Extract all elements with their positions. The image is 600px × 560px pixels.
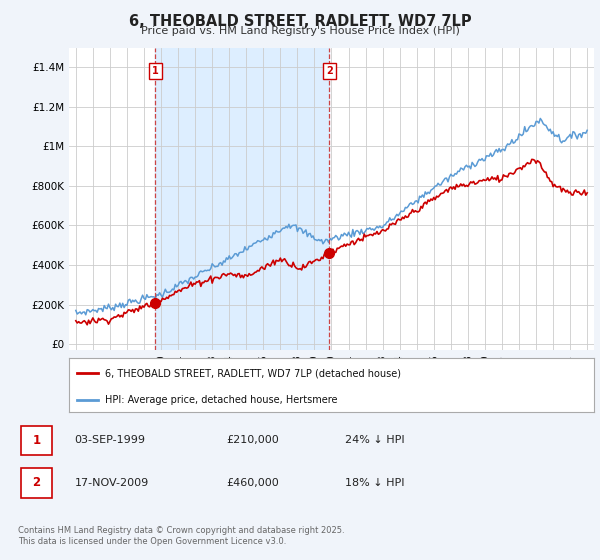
Text: 6, THEOBALD STREET, RADLETT, WD7 7LP (detached house): 6, THEOBALD STREET, RADLETT, WD7 7LP (de…	[105, 368, 401, 379]
Text: Contains HM Land Registry data © Crown copyright and database right 2025.
This d: Contains HM Land Registry data © Crown c…	[18, 526, 344, 546]
Text: 24% ↓ HPI: 24% ↓ HPI	[345, 435, 405, 445]
Text: 17-NOV-2009: 17-NOV-2009	[74, 478, 149, 488]
FancyBboxPatch shape	[21, 468, 52, 498]
Text: 2: 2	[32, 477, 40, 489]
Bar	[155, 48, 329, 350]
Text: Price paid vs. HM Land Registry's House Price Index (HPI): Price paid vs. HM Land Registry's House …	[140, 26, 460, 36]
Text: £210,000: £210,000	[227, 435, 280, 445]
FancyBboxPatch shape	[21, 426, 52, 455]
Text: 6, THEOBALD STREET, RADLETT, WD7 7LP: 6, THEOBALD STREET, RADLETT, WD7 7LP	[128, 14, 472, 29]
Text: HPI: Average price, detached house, Hertsmere: HPI: Average price, detached house, Hert…	[105, 395, 337, 405]
Text: 1: 1	[152, 66, 159, 76]
Text: 18% ↓ HPI: 18% ↓ HPI	[345, 478, 404, 488]
Text: 1: 1	[32, 434, 40, 447]
Text: 03-SEP-1999: 03-SEP-1999	[74, 435, 145, 445]
Text: 2: 2	[326, 66, 333, 76]
Text: £460,000: £460,000	[227, 478, 280, 488]
